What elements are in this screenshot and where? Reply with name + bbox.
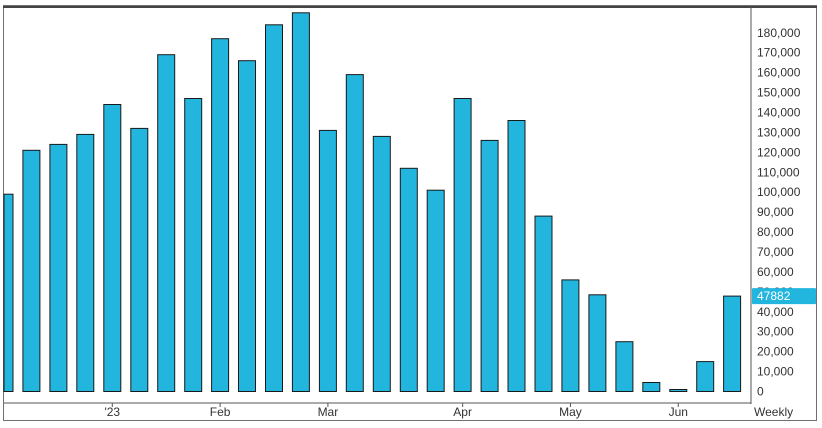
last-value-marker: 47882 <box>752 288 816 305</box>
x-tick-label: Jun <box>669 405 688 419</box>
y-tick-label: 120,000 <box>757 145 801 159</box>
bar <box>76 133 95 392</box>
y-axis-ticks: 010,00020,00030,00040,00050,00060,00070,… <box>757 26 801 399</box>
y-tick-label: 150,000 <box>757 86 801 100</box>
y-tick-label: 0 <box>757 385 764 399</box>
bar <box>22 149 41 392</box>
bar <box>211 38 230 392</box>
bar <box>669 389 688 392</box>
y-tick-label: 130,000 <box>757 125 801 139</box>
y-tick-label: 140,000 <box>757 106 801 120</box>
bar <box>372 135 391 392</box>
x-tick-label: Feb <box>210 405 231 419</box>
bar <box>480 139 499 392</box>
last-value-label: 47882 <box>757 289 791 303</box>
bar <box>103 104 122 392</box>
x-tick-label: May <box>559 405 582 419</box>
bar <box>265 24 283 393</box>
y-tick-label: 80,000 <box>757 225 794 239</box>
bar <box>49 143 68 392</box>
y-tick-label: 90,000 <box>757 205 794 219</box>
x-axis-ticks: '23 Feb Mar Apr May Jun <box>104 403 688 419</box>
y-tick-label: 20,000 <box>757 345 794 359</box>
bar <box>3 193 14 392</box>
bar <box>238 60 256 392</box>
bar <box>130 127 149 392</box>
bar <box>453 98 472 392</box>
bar <box>157 54 176 392</box>
y-tick-label: 40,000 <box>757 305 794 319</box>
bar <box>723 295 742 393</box>
y-tick-label: 160,000 <box>757 66 801 80</box>
bar <box>345 74 364 392</box>
bar <box>318 129 337 392</box>
bar <box>696 361 715 393</box>
x-tick-label: Apr <box>453 405 472 419</box>
y-tick-label: 100,000 <box>757 185 801 199</box>
bar <box>184 98 203 392</box>
bars-group <box>3 12 742 393</box>
bar <box>561 279 580 392</box>
bar <box>615 341 634 393</box>
bar <box>399 167 418 392</box>
y-tick-label: 110,000 <box>757 165 800 179</box>
bar <box>507 120 526 392</box>
y-tick-label: 30,000 <box>757 325 794 339</box>
y-tick-label: 180,000 <box>757 26 801 40</box>
y-tick-label: 70,000 <box>757 245 794 259</box>
bar <box>291 12 310 393</box>
y-tick-label: 10,000 <box>757 365 794 379</box>
bar <box>588 294 607 392</box>
y-tick-label: 170,000 <box>757 46 801 60</box>
x-tick-label: Mar <box>318 405 339 419</box>
frequency-label: Weekly <box>754 405 793 419</box>
x-tick-label: '23 <box>104 405 120 419</box>
bar <box>534 215 553 392</box>
bar <box>642 382 661 392</box>
bar <box>426 189 445 392</box>
y-tick-label: 60,000 <box>757 265 794 279</box>
last-value-badge <box>752 288 816 305</box>
